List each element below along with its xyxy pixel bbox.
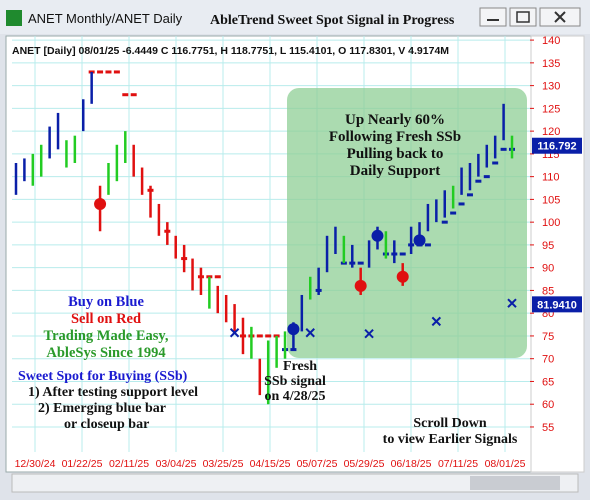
box-text: Following Fresh SSb bbox=[329, 129, 461, 145]
signal-dot bbox=[94, 197, 107, 210]
signal-dot bbox=[354, 279, 367, 292]
close-icon bbox=[554, 11, 566, 23]
y-tick-label: 85 bbox=[542, 285, 554, 297]
fresh-text: SSb signal bbox=[264, 374, 326, 389]
box-text: Up Nearly 60% bbox=[345, 112, 445, 128]
minimize-button[interactable] bbox=[479, 7, 507, 27]
price-marker-label: 81.9410 bbox=[537, 299, 577, 311]
cross-marker bbox=[229, 328, 240, 338]
y-tick-label: 125 bbox=[542, 103, 560, 115]
scroll-text: Scroll Down bbox=[413, 416, 486, 431]
y-tick-label: 105 bbox=[542, 194, 560, 206]
signal-dot bbox=[371, 229, 384, 242]
scrollbar[interactable] bbox=[11, 473, 579, 493]
y-tick-label: 90 bbox=[542, 263, 554, 275]
x-tick-label: 05/07/25 bbox=[297, 458, 338, 470]
maximize-button[interactable] bbox=[509, 7, 537, 27]
price-marker-label: 116.792 bbox=[537, 141, 576, 153]
y-tick-label: 70 bbox=[542, 354, 554, 366]
signal-dot bbox=[413, 234, 426, 247]
box-text: Daily Support bbox=[350, 163, 440, 179]
info-line: ANET [Daily] 08/01/25 -6.4449 C 116.7751… bbox=[12, 45, 449, 57]
y-tick-label: 75 bbox=[542, 331, 554, 343]
y-tick-label: 120 bbox=[542, 126, 560, 138]
window-title: ANET Monthly/ANET Daily bbox=[28, 11, 183, 26]
y-tick-label: 60 bbox=[542, 399, 554, 411]
y-tick-label: 110 bbox=[542, 172, 560, 184]
y-tick-label: 100 bbox=[542, 217, 560, 229]
x-tick-label: 05/29/25 bbox=[344, 458, 385, 470]
box-text: Pulling back to bbox=[347, 146, 444, 162]
app-icon bbox=[6, 10, 22, 26]
scroll-text: to view Earlier Signals bbox=[383, 432, 518, 447]
x-tick-label: 04/15/25 bbox=[250, 458, 291, 470]
y-tick-label: 140 bbox=[542, 35, 560, 47]
sweet-spot-text: 2) Emerging blue bar bbox=[38, 401, 166, 416]
fresh-text: on 4/28/25 bbox=[264, 389, 325, 404]
y-tick-label: 55 bbox=[542, 422, 554, 434]
y-tick-label: 135 bbox=[542, 58, 560, 70]
legend-text: Trading Made Easy, bbox=[43, 328, 168, 344]
cross-marker bbox=[305, 328, 315, 338]
sweet-spot-text: 1) After testing support level bbox=[28, 385, 198, 400]
y-tick-label: 130 bbox=[542, 81, 560, 93]
y-tick-label: 65 bbox=[542, 376, 554, 388]
cross-marker bbox=[507, 298, 517, 308]
sweet-spot-text: Sweet Spot for Buying (SSb) bbox=[18, 369, 188, 384]
cross-marker bbox=[431, 316, 442, 327]
x-tick-label: 08/01/25 bbox=[485, 458, 526, 470]
scrollbar-thumb[interactable] bbox=[470, 476, 560, 490]
price-axis bbox=[530, 35, 585, 473]
legend-text: Buy on Blue bbox=[68, 294, 144, 310]
signal-dot bbox=[396, 270, 409, 283]
x-tick-label: 01/22/25 bbox=[62, 458, 103, 470]
plot bbox=[14, 70, 517, 405]
x-tick-label: 02/11/25 bbox=[109, 458, 149, 470]
price-marker bbox=[532, 137, 582, 154]
x-tick-label: 03/25/25 bbox=[203, 458, 244, 470]
x-tick-label: 07/11/25 bbox=[438, 458, 478, 470]
cross-marker bbox=[364, 328, 374, 339]
legend-text: AbleSys Since 1994 bbox=[46, 345, 165, 361]
highlight-box bbox=[287, 88, 527, 358]
fresh-text: Fresh bbox=[283, 359, 317, 374]
y-tick-label: 95 bbox=[542, 240, 554, 252]
window-heading: AbleTrend Sweet Spot Signal in Progress bbox=[210, 13, 455, 28]
x-tick-label: 03/04/25 bbox=[156, 458, 197, 470]
x-tick-label: 06/18/25 bbox=[391, 458, 432, 470]
price-marker bbox=[532, 296, 582, 313]
sweet-spot-text: or closeup bar bbox=[64, 417, 149, 432]
legend-text: Sell on Red bbox=[71, 311, 141, 327]
signal-dot bbox=[287, 323, 300, 336]
x-tick-label: 12/30/24 bbox=[15, 458, 56, 470]
maximize-icon bbox=[516, 11, 530, 23]
